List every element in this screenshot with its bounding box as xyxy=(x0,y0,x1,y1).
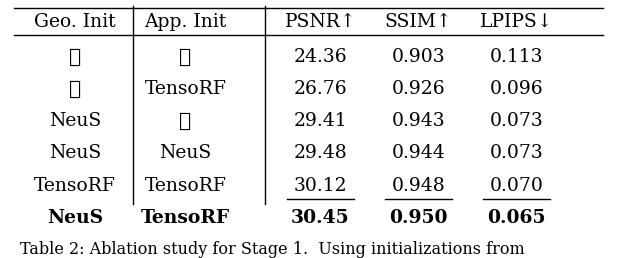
Text: 30.45: 30.45 xyxy=(291,209,350,227)
Text: 0.948: 0.948 xyxy=(392,177,445,195)
Text: 0.073: 0.073 xyxy=(490,144,544,162)
Text: Table 2: Ablation study for Stage 1.  Using initializations from: Table 2: Ablation study for Stage 1. Usi… xyxy=(20,241,525,258)
Text: NeuS: NeuS xyxy=(159,144,212,162)
Text: 0.065: 0.065 xyxy=(488,209,546,227)
Text: 0.943: 0.943 xyxy=(392,112,445,130)
Text: 0.113: 0.113 xyxy=(490,48,543,66)
Text: PSNR↑: PSNR↑ xyxy=(285,13,356,31)
Text: 26.76: 26.76 xyxy=(294,80,348,98)
Text: 30.12: 30.12 xyxy=(294,177,348,195)
Text: TensoRF: TensoRF xyxy=(141,209,230,227)
Text: 29.48: 29.48 xyxy=(294,144,348,162)
Text: 0.903: 0.903 xyxy=(392,48,445,66)
Text: 0.926: 0.926 xyxy=(392,80,445,98)
Text: LPIPS↓: LPIPS↓ xyxy=(480,13,554,31)
Text: 24.36: 24.36 xyxy=(294,48,348,66)
Text: TensoRF: TensoRF xyxy=(145,80,227,98)
Text: ✗: ✗ xyxy=(69,47,81,67)
Text: TensoRF: TensoRF xyxy=(34,177,116,195)
Text: 0.096: 0.096 xyxy=(490,80,543,98)
Text: SSIM↑: SSIM↑ xyxy=(385,13,452,31)
Text: App. Init: App. Init xyxy=(145,13,227,31)
Text: ✗: ✗ xyxy=(179,111,191,131)
Text: TensoRF: TensoRF xyxy=(145,177,227,195)
Text: 0.944: 0.944 xyxy=(392,144,445,162)
Text: 0.950: 0.950 xyxy=(389,209,448,227)
Text: NeuS: NeuS xyxy=(49,144,101,162)
Text: ✗: ✗ xyxy=(179,47,191,67)
Text: 0.073: 0.073 xyxy=(490,112,544,130)
Text: NeuS: NeuS xyxy=(49,112,101,130)
Text: 29.41: 29.41 xyxy=(294,112,348,130)
Text: Geo. Init: Geo. Init xyxy=(34,13,116,31)
Text: 0.070: 0.070 xyxy=(490,177,544,195)
Text: NeuS: NeuS xyxy=(47,209,103,227)
Text: ✗: ✗ xyxy=(69,79,81,99)
